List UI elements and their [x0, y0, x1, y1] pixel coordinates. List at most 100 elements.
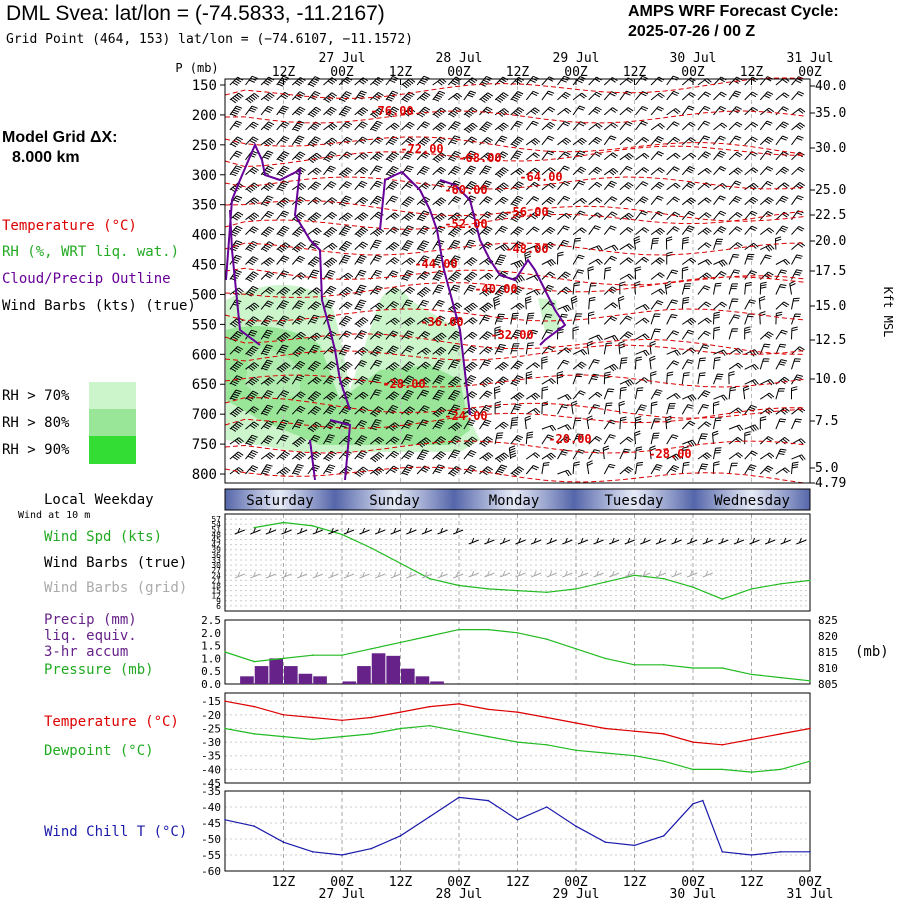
- wind-barb: [494, 254, 507, 266]
- wind-barb: [401, 299, 414, 310]
- wind-barb: [618, 400, 625, 415]
- wind-barb: [634, 430, 641, 445]
- p-tick-label-0: 150: [192, 78, 217, 94]
- wind-barb: [229, 346, 244, 355]
- wind-barb: [775, 388, 785, 400]
- wind-barb: [432, 299, 445, 310]
- wind-barb: [447, 271, 462, 282]
- wind-barb: [728, 242, 743, 250]
- wind-barb: [524, 415, 532, 430]
- wind-barb: [713, 326, 721, 340]
- wind-barb: [276, 362, 291, 373]
- wind-barb: [416, 405, 430, 415]
- kft-tick-label-7: 15.0: [815, 299, 846, 314]
- wind-barb: [385, 450, 400, 460]
- wind-barb: [603, 91, 618, 101]
- precip-tick-label-0: 2.5: [201, 614, 221, 627]
- wind-barb: [510, 434, 524, 445]
- wind-barb: [728, 253, 740, 265]
- surface-barb-grid: [562, 570, 573, 578]
- windchill-line-point-12: [575, 825, 577, 827]
- wind-barb: [416, 240, 430, 252]
- temperature-line-point-13: [604, 727, 607, 730]
- wind-barb: [557, 107, 572, 116]
- pressure-line-point-6: [399, 641, 402, 644]
- wind-barb: [338, 286, 353, 298]
- kft-tick-label-2: 30.0: [815, 141, 846, 156]
- wind-barb: [291, 331, 306, 340]
- surface-barb: [718, 537, 729, 545]
- surface-barb: [359, 527, 370, 535]
- wind-barb: [744, 282, 752, 295]
- wind-barb: [650, 464, 663, 475]
- wind-barb: [666, 121, 680, 131]
- wind-barb: [541, 462, 550, 475]
- wind-barb: [416, 419, 429, 430]
- wind-barb: [416, 347, 432, 355]
- wind-barb: [728, 269, 741, 280]
- wind-speed-line-point-3: [341, 533, 343, 536]
- wind-barb: [463, 345, 477, 355]
- wind-barb: [681, 225, 695, 235]
- wind-barb: [401, 91, 415, 103]
- wind-barb: [479, 272, 494, 281]
- wind-barb: [681, 166, 696, 176]
- wind-barb: [260, 137, 275, 147]
- wind-barb: [432, 346, 447, 356]
- wind-barb: [603, 255, 618, 265]
- wind-barb: [603, 267, 612, 280]
- wind-speed-line-point-1: [282, 521, 285, 524]
- wind-barb: [416, 225, 430, 235]
- isotherm: [224, 110, 806, 124]
- wind-barb: [588, 181, 603, 191]
- wind-barb: [245, 92, 260, 104]
- pressure-line-point-3: [311, 654, 314, 656]
- surface-barb-grid: [328, 571, 339, 579]
- wind-barb: [791, 122, 806, 131]
- surface-barb: [390, 527, 401, 535]
- wind-barb: [557, 393, 572, 401]
- pressure-line-point-14: [633, 664, 636, 666]
- surface-barb: [281, 527, 292, 535]
- surface-barb: [686, 537, 698, 545]
- wind-barb: [369, 239, 382, 250]
- wind-barb: [759, 416, 767, 430]
- p-tick-label-3: 300: [192, 168, 217, 184]
- weekday-band-2: [454, 489, 574, 510]
- wind-barb: [588, 359, 600, 370]
- wind-barb: [681, 359, 694, 370]
- dewpoint-line-point-7: [428, 724, 431, 727]
- wind-barb: [791, 254, 803, 265]
- weekday-label-4: Wednesday: [714, 493, 790, 509]
- kft-tick-label-9: 10.0: [815, 372, 846, 387]
- surface-barb-grid: [390, 571, 401, 579]
- wind-barb: [744, 464, 757, 475]
- wind-barb: [697, 390, 711, 400]
- wind-speed-line-point-6: [428, 577, 431, 580]
- wind-barb: [276, 375, 290, 385]
- wind-barb: [385, 257, 400, 265]
- wind-barb: [541, 226, 556, 235]
- wind-barb: [276, 332, 291, 343]
- wind-barb: [447, 330, 462, 340]
- wind-barb: [323, 464, 336, 475]
- wind-barb: [494, 464, 508, 476]
- wind-barb: [463, 257, 478, 267]
- wind-barb: [588, 136, 603, 146]
- wind-speed-line-point-5: [399, 562, 402, 565]
- wind-barb: [635, 317, 650, 325]
- top-tick-label-0: 12Z: [272, 65, 296, 80]
- wind-barb: [401, 136, 415, 146]
- wind-barb: [510, 302, 525, 311]
- wind-barb: [666, 392, 681, 400]
- wind-barb: [791, 358, 801, 370]
- wind-barb: [744, 121, 759, 131]
- wind-barb: [759, 254, 772, 265]
- wind-barb: [635, 303, 650, 311]
- wind-barb: [401, 330, 414, 340]
- precip-bar-14: [430, 681, 444, 684]
- wind-barb: [291, 436, 306, 448]
- wind-barb: [682, 439, 697, 447]
- wind-barb: [245, 150, 258, 161]
- surface-barb: [593, 537, 604, 545]
